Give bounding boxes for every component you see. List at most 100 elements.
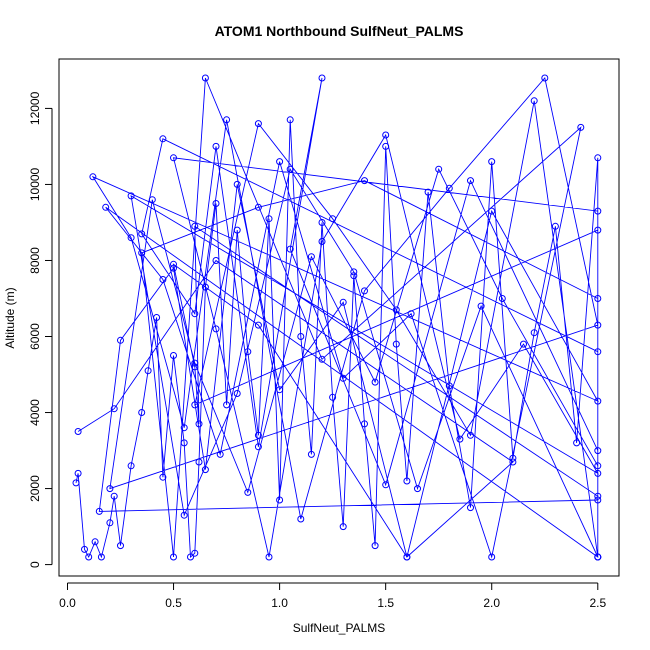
data-point [286, 245, 294, 253]
data-point [102, 203, 110, 211]
data-point [573, 439, 581, 447]
plot-area-frame [58, 58, 620, 577]
data-point [265, 553, 273, 561]
data-point [307, 253, 315, 261]
data-point [435, 165, 443, 173]
x-tick-label: 0.5 [165, 596, 182, 610]
data-point [254, 203, 262, 211]
data-point [254, 431, 262, 439]
data-point [216, 450, 224, 458]
data-point [89, 173, 97, 181]
data-point [467, 504, 474, 512]
data-point [297, 515, 305, 523]
data-point [382, 481, 390, 489]
data-point [153, 314, 161, 321]
data-point [74, 469, 82, 477]
data-point [392, 340, 400, 348]
data-point [594, 348, 602, 356]
data-point [382, 131, 390, 139]
data-point [594, 496, 602, 504]
data-point [138, 230, 146, 238]
data-point [488, 158, 496, 166]
data-point [233, 226, 241, 234]
data-point [541, 74, 549, 82]
data-point [74, 428, 82, 435]
data-point [329, 393, 337, 401]
data-point [127, 234, 135, 242]
data-point [191, 401, 199, 409]
data-point [223, 401, 231, 409]
data-point [594, 462, 602, 470]
data-point [339, 523, 347, 531]
data-point [170, 352, 177, 359]
data-point [467, 431, 474, 439]
data-point [212, 257, 220, 264]
y-tick-label: 12000 [28, 91, 42, 125]
data-point [254, 443, 262, 451]
data-point [127, 462, 135, 470]
data-point [148, 196, 156, 204]
data-point [594, 226, 602, 234]
data-point [180, 439, 188, 447]
series-layer [72, 74, 602, 561]
data-point [509, 454, 517, 462]
data-point [201, 74, 209, 82]
y-tick-label: 2000 [28, 475, 42, 502]
data-point [530, 329, 538, 337]
data-point [159, 473, 167, 481]
data-point [445, 382, 453, 390]
data-point [244, 348, 252, 356]
data-point [339, 374, 347, 382]
data-point [594, 397, 602, 405]
data-point [110, 492, 118, 500]
data-point [170, 553, 177, 561]
data-point [424, 188, 432, 196]
data-point [403, 553, 411, 561]
data-point [361, 177, 368, 185]
data-point [594, 207, 602, 215]
data-point [594, 295, 602, 302]
x-axis-label: SulfNeut_PALMS [293, 621, 386, 635]
x-tick-label: 1.5 [377, 596, 394, 610]
data-point [329, 215, 337, 223]
data-point [509, 458, 517, 466]
data-point [187, 553, 194, 561]
data-point [254, 120, 262, 128]
data-point [191, 222, 199, 230]
data-point [297, 333, 305, 340]
data-point [144, 367, 152, 375]
data-point [95, 507, 103, 515]
data-point [594, 492, 602, 500]
data-point [286, 116, 294, 124]
data-point [382, 142, 390, 150]
x-axis: 0.0 0.5 1.0 1.5 2.0 2.5 [59, 582, 606, 610]
data-point [180, 511, 188, 519]
data-point [110, 405, 118, 413]
y-tick-label: 0 [28, 561, 42, 568]
data-point [456, 435, 464, 443]
data-point [318, 74, 326, 82]
data-point [191, 549, 199, 557]
data-point [276, 158, 284, 166]
data-point [191, 363, 199, 371]
chart-title: ATOM1 Northbound SulfNeut_PALMS [215, 23, 464, 39]
data-point [594, 469, 602, 477]
data-point [117, 336, 124, 344]
data-point [318, 219, 326, 226]
data-point [488, 207, 496, 215]
data-point [201, 466, 209, 474]
data-point [85, 553, 93, 561]
data-point [318, 238, 326, 245]
data-point [244, 488, 252, 496]
data-point [361, 420, 368, 428]
data-point [339, 298, 347, 306]
data-point [81, 545, 88, 553]
data-point [106, 519, 114, 527]
data-point [138, 249, 146, 257]
y-axis-label: Altitude (m) [3, 287, 17, 348]
data-point [445, 184, 453, 192]
data-point [371, 378, 379, 386]
data-point [212, 325, 220, 333]
data-point [265, 215, 273, 223]
